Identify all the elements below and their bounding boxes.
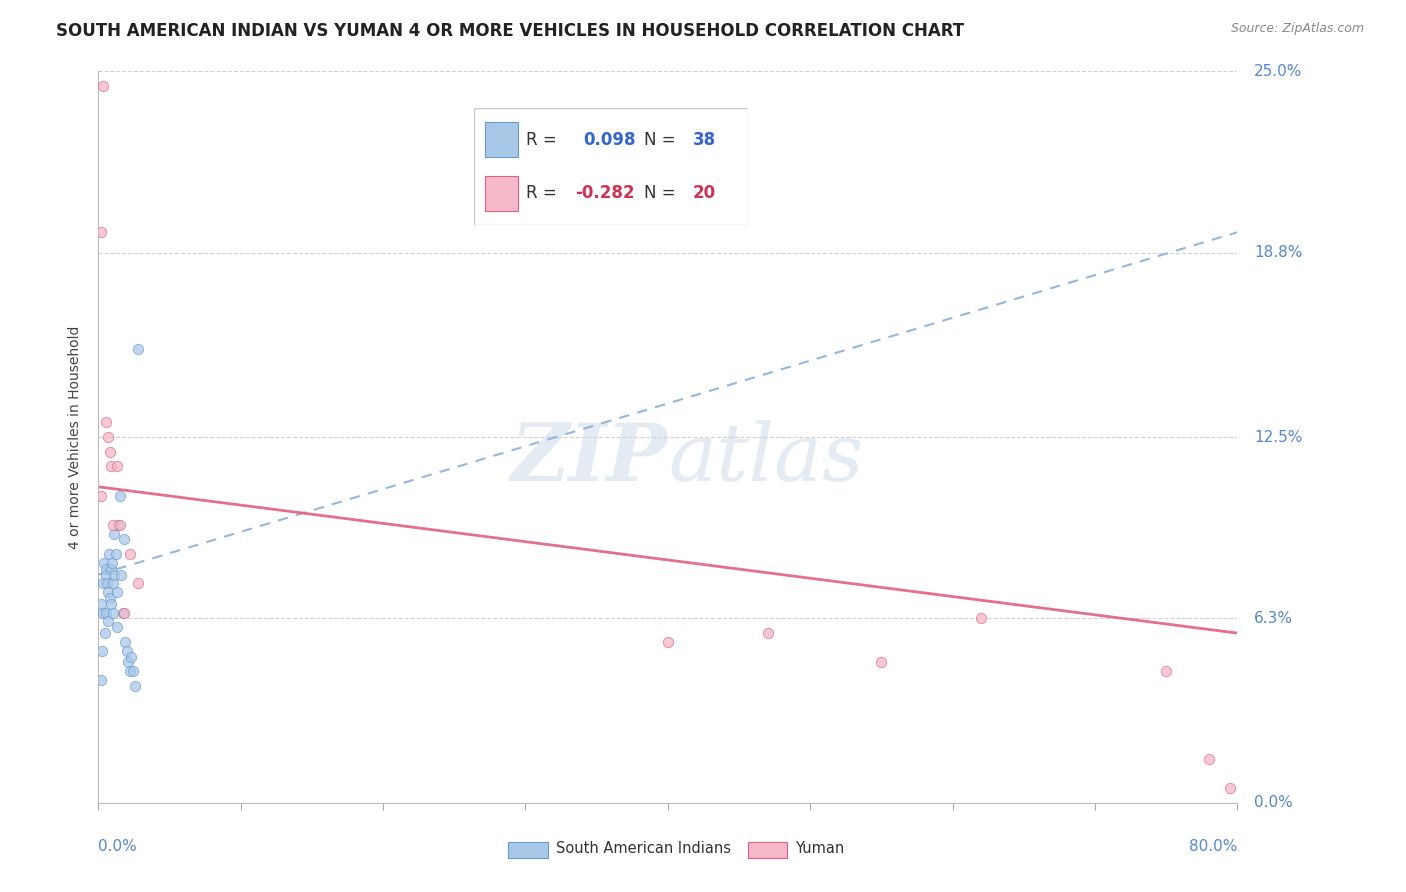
Point bbox=[101, 576, 124, 591]
Point bbox=[117, 656, 139, 670]
Point bbox=[870, 656, 893, 670]
Point bbox=[121, 664, 143, 678]
Text: atlas: atlas bbox=[668, 420, 863, 498]
Bar bbox=[509, 841, 548, 858]
Point bbox=[101, 517, 124, 532]
Text: 80.0%: 80.0% bbox=[1189, 839, 1237, 855]
Point bbox=[103, 526, 125, 541]
Point bbox=[94, 626, 117, 640]
Point bbox=[98, 444, 121, 458]
Point bbox=[105, 585, 128, 599]
Point bbox=[93, 576, 115, 591]
Point bbox=[104, 547, 127, 561]
Point bbox=[108, 489, 131, 503]
Point bbox=[118, 664, 141, 678]
Text: South American Indians: South American Indians bbox=[557, 841, 731, 856]
Point bbox=[108, 517, 131, 532]
Point bbox=[127, 576, 149, 591]
Point bbox=[101, 606, 124, 620]
Point bbox=[756, 626, 779, 640]
Point bbox=[657, 635, 679, 649]
Point bbox=[98, 591, 121, 605]
Point bbox=[91, 643, 114, 657]
Point bbox=[114, 635, 136, 649]
Point bbox=[127, 343, 149, 357]
Point bbox=[90, 597, 112, 611]
Point bbox=[1198, 752, 1220, 766]
Point bbox=[91, 78, 114, 93]
Point bbox=[1219, 781, 1241, 796]
Point bbox=[96, 567, 118, 582]
Point bbox=[98, 547, 121, 561]
Point bbox=[97, 430, 120, 444]
Point bbox=[91, 606, 114, 620]
Point bbox=[100, 597, 122, 611]
Text: Source: ZipAtlas.com: Source: ZipAtlas.com bbox=[1230, 22, 1364, 36]
Text: 0.0%: 0.0% bbox=[98, 839, 138, 855]
Point bbox=[90, 489, 112, 503]
Text: 12.5%: 12.5% bbox=[1254, 430, 1303, 444]
Point bbox=[90, 225, 112, 239]
Text: Yuman: Yuman bbox=[796, 841, 845, 856]
Y-axis label: 4 or more Vehicles in Household: 4 or more Vehicles in Household bbox=[69, 326, 83, 549]
Point bbox=[112, 533, 135, 547]
Point bbox=[105, 459, 128, 474]
Text: 0.0%: 0.0% bbox=[1254, 796, 1294, 810]
Point bbox=[112, 606, 135, 620]
Point bbox=[124, 679, 146, 693]
Text: 25.0%: 25.0% bbox=[1254, 64, 1303, 78]
Point bbox=[1154, 664, 1177, 678]
Point bbox=[100, 459, 122, 474]
Point bbox=[115, 643, 138, 657]
Point bbox=[970, 611, 993, 625]
Point bbox=[90, 673, 112, 687]
Text: 18.8%: 18.8% bbox=[1254, 245, 1303, 260]
Point bbox=[97, 585, 120, 599]
Point bbox=[101, 556, 124, 570]
Point bbox=[111, 606, 134, 620]
Point bbox=[94, 562, 117, 576]
Point bbox=[103, 567, 125, 582]
Point bbox=[96, 576, 118, 591]
Text: SOUTH AMERICAN INDIAN VS YUMAN 4 OR MORE VEHICLES IN HOUSEHOLD CORRELATION CHART: SOUTH AMERICAN INDIAN VS YUMAN 4 OR MORE… bbox=[56, 22, 965, 40]
Point bbox=[118, 547, 141, 561]
Text: ZIP: ZIP bbox=[510, 420, 668, 498]
Point bbox=[107, 517, 129, 532]
Point bbox=[105, 620, 128, 634]
Point bbox=[93, 556, 115, 570]
Point bbox=[110, 567, 132, 582]
Bar bbox=[748, 841, 787, 858]
Point bbox=[120, 649, 142, 664]
Point bbox=[94, 416, 117, 430]
Point bbox=[97, 615, 120, 629]
Text: 6.3%: 6.3% bbox=[1254, 611, 1294, 626]
Point bbox=[100, 562, 122, 576]
Point bbox=[94, 606, 117, 620]
